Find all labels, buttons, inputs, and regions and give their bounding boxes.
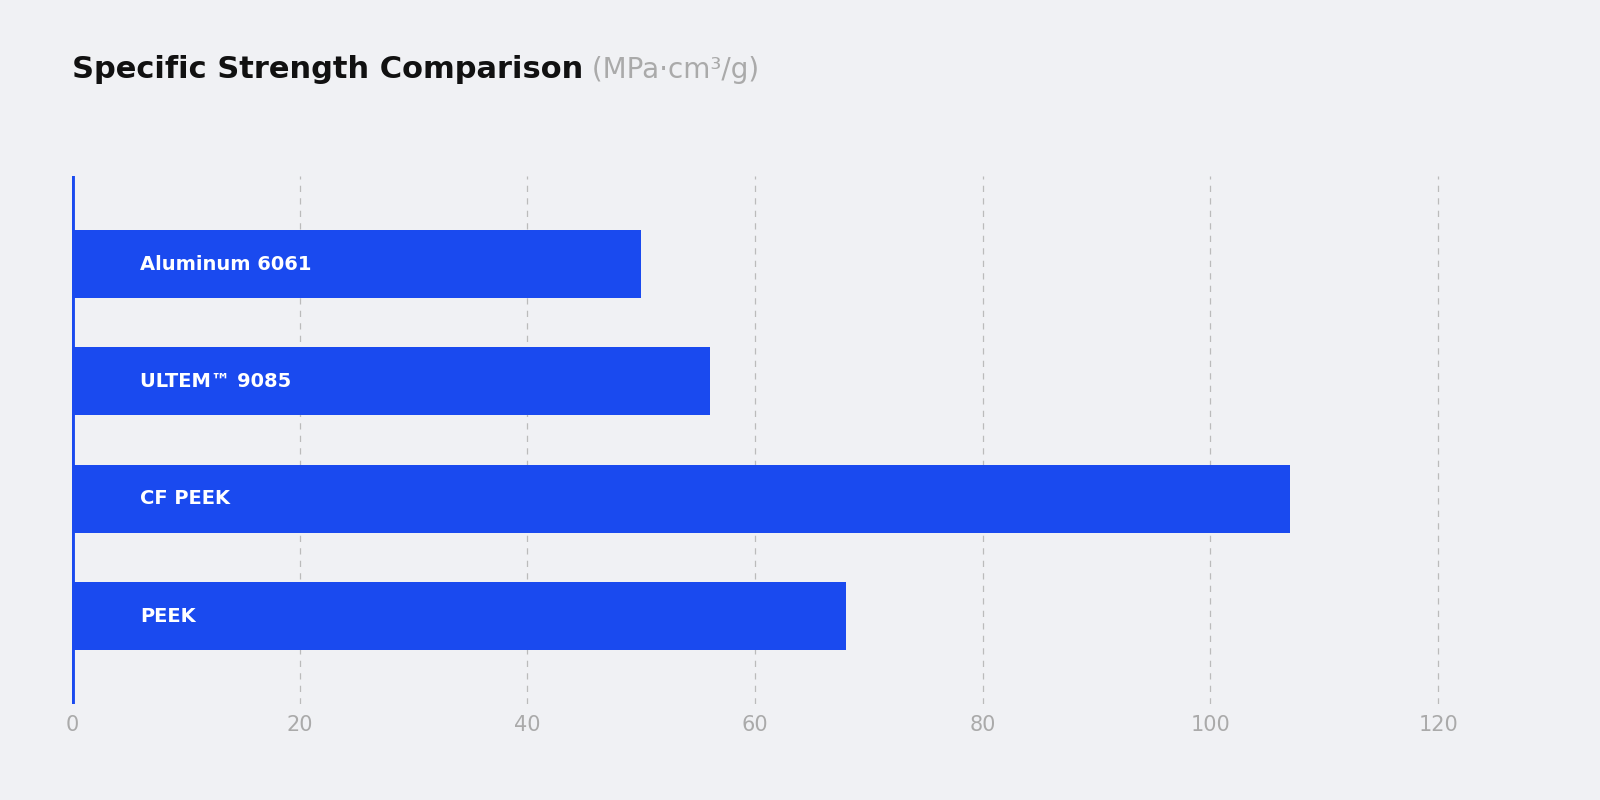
Text: Aluminum 6061: Aluminum 6061 <box>141 254 312 274</box>
Bar <box>72 582 846 650</box>
Text: ULTEM™ 9085: ULTEM™ 9085 <box>141 372 291 391</box>
Text: CF PEEK: CF PEEK <box>141 489 230 508</box>
Bar <box>72 465 1290 533</box>
Bar <box>72 230 642 298</box>
Text: PEEK: PEEK <box>141 606 195 626</box>
Text: Specific Strength Comparison: Specific Strength Comparison <box>72 55 584 84</box>
Text: (MPa·cm³/g): (MPa·cm³/g) <box>584 56 760 84</box>
Bar <box>72 347 709 415</box>
